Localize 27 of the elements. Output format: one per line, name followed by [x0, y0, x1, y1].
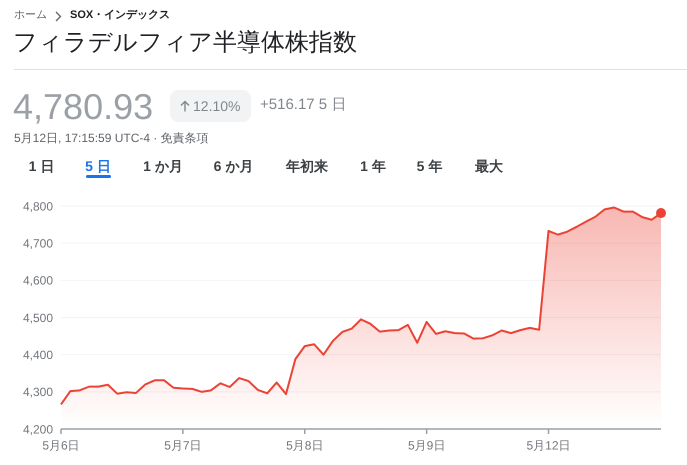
x-tick-label: 5月12日: [526, 438, 571, 453]
text: 12.10%: [193, 98, 240, 114]
y-tick-label: 4,700: [22, 236, 54, 250]
y-tick-label: 4,500: [22, 310, 54, 325]
text: 1 日: [28, 158, 54, 174]
text: 年初来: [286, 158, 328, 174]
text: 5 日: [85, 158, 111, 174]
text: 4,780.93: [13, 85, 154, 129]
text: 6 か月: [214, 158, 254, 174]
x-tick-label: 5月6日: [42, 438, 80, 453]
text: 1 か月: [143, 158, 183, 174]
text: 5月12日, 17:15:59 UTC-4 · 免責条項: [14, 130, 209, 146]
y-tick-label: 4,200: [22, 422, 54, 436]
y-tick-label: 4,800: [22, 199, 54, 214]
text: +516.17 5 日: [260, 96, 346, 114]
text: 5 年: [416, 158, 442, 174]
chart-title: フィラデルフィア半導体株指数: [13, 29, 357, 58]
text: 最大: [475, 158, 503, 174]
x-tick-label: 5月8日: [286, 438, 324, 453]
text: SOX・インデックス: [70, 9, 170, 23]
x-tick-label: 5月9日: [408, 438, 446, 453]
x-tick-label: 5月7日: [164, 438, 202, 453]
y-tick-label: 4,300: [22, 385, 54, 400]
text: 1 年: [360, 158, 386, 174]
y-tick-label: 4,400: [22, 348, 54, 362]
y-tick-label: 4,600: [22, 274, 54, 288]
text: ホーム: [14, 9, 47, 23]
